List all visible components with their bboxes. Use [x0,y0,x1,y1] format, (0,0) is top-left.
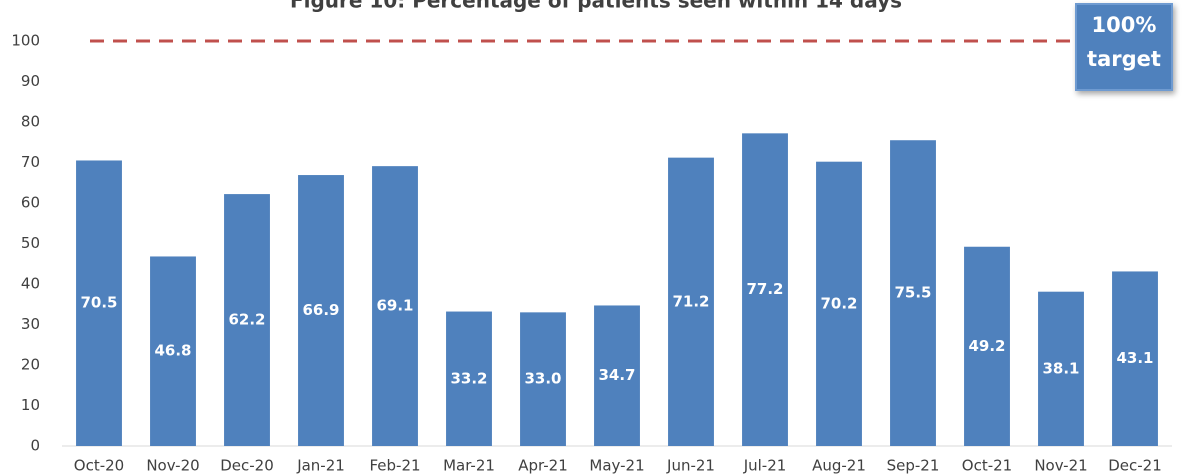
value-label: 62.2 [228,311,265,329]
x-tick-label: Nov-20 [146,457,199,475]
x-tick-label: Oct-20 [74,457,124,475]
y-tick-label: 50 [21,234,40,252]
value-label: 38.1 [1042,359,1079,377]
target-label: 100% [1092,13,1157,37]
value-label: 43.1 [1116,349,1153,367]
x-tick-label: Jun-21 [666,457,715,475]
x-tick-label: Dec-20 [220,457,274,475]
bar [372,166,418,446]
x-tick-label: Apr-21 [518,457,568,475]
y-tick-label: 10 [21,396,40,414]
value-label: 70.2 [820,294,857,312]
bar [890,140,936,446]
y-tick-label: 100 [11,32,40,50]
value-label: 70.5 [80,294,117,312]
x-tick-label: May-21 [589,457,644,475]
x-tick-label: Jan-21 [296,457,345,475]
x-tick-label: Mar-21 [443,457,495,475]
y-tick-label: 90 [21,72,40,90]
bar [150,256,196,446]
y-tick-label: 20 [21,356,40,374]
y-tick-label: 30 [21,315,40,333]
target-text: target [1087,47,1161,71]
bar [520,312,566,446]
y-tick-label: 80 [21,113,40,131]
value-label: 49.2 [968,337,1005,355]
chart-title: Figure 10: Percentage of patients seen w… [290,0,902,13]
bar [964,246,1010,446]
y-tick-label: 0 [30,437,40,455]
value-label: 33.0 [524,370,561,388]
target-box [1075,3,1173,91]
x-tick-label: Sep-21 [887,457,940,475]
bar [742,133,788,446]
value-label: 34.7 [598,366,635,384]
x-tick-label: Dec-21 [1108,457,1162,475]
value-label: 46.8 [154,342,191,360]
bar [446,311,492,446]
bar [224,194,270,446]
bar [668,157,714,446]
bar [298,175,344,446]
value-label: 75.5 [894,284,931,302]
bar [594,305,640,446]
x-tick-label: Nov-21 [1034,457,1087,475]
y-tick-label: 60 [21,194,40,212]
bar [76,160,122,446]
value-label: 77.2 [746,280,783,298]
bar [1038,291,1084,446]
bar [816,161,862,446]
y-tick-label: 70 [21,153,40,171]
x-tick-label: Aug-21 [812,457,866,475]
value-label: 33.2 [450,369,487,387]
x-tick-label: Jul-21 [743,457,787,475]
x-tick-label: Oct-21 [962,457,1012,475]
x-tick-label: Feb-21 [369,457,420,475]
y-tick-label: 40 [21,275,40,293]
value-label: 69.1 [376,297,413,315]
value-label: 71.2 [672,292,709,310]
value-label: 66.9 [302,301,339,319]
bar [1112,271,1158,446]
